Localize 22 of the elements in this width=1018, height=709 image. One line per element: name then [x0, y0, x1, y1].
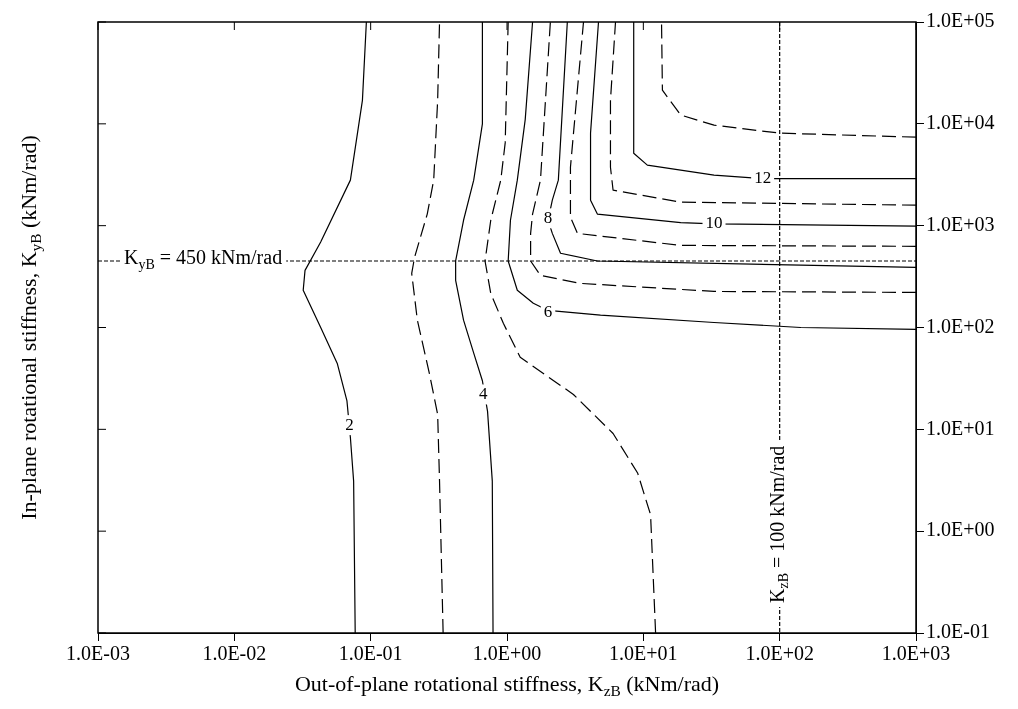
annotation: 8 [543, 207, 553, 227]
y-tick-label: 1.0E-01 [926, 620, 990, 643]
annotation: 10 [705, 213, 723, 233]
annotation: 6 [543, 302, 553, 322]
annotation: 12 [754, 168, 772, 188]
y-tick-label: 1.0E+01 [926, 416, 995, 439]
x-tick-label: 1.0E-01 [338, 642, 403, 665]
y-tick-label: 1.0E+02 [926, 314, 995, 337]
annotation: 2 [345, 414, 354, 434]
x-tick-label: 1.0E+01 [609, 642, 678, 665]
y-axis-title: In-plane rotational stiffness, KyB (kNm/rad) [15, 135, 44, 520]
y-tick-label: 1.0E+04 [926, 111, 995, 134]
x-tick-label: 1.0E-02 [202, 642, 267, 665]
x-tick-label: 1.0E+03 [881, 642, 951, 665]
x-tick-label: 1.0E-03 [66, 642, 130, 665]
y-tick-label: 1.0E+00 [926, 518, 995, 541]
x-tick-label: 1.0E+00 [472, 642, 542, 665]
annotation: 4 [479, 383, 489, 403]
ref-line-label: KzB = 100 kNm/rad [765, 445, 792, 603]
y-tick-label: 1.0E+03 [926, 212, 995, 235]
y-tick-label: 1.0E+05 [926, 9, 995, 32]
x-tick-label: 1.0E+02 [745, 642, 814, 665]
